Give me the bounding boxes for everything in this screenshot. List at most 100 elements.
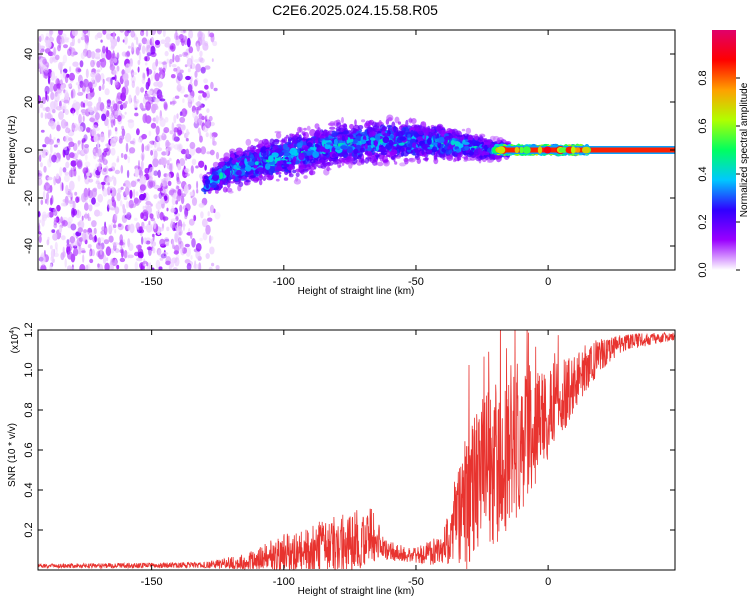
spectrogram-noise-blob xyxy=(80,109,87,114)
spectrogram-noise-blob xyxy=(61,220,68,227)
spectrogram-band-blob xyxy=(446,155,454,161)
spectrogram-band-blob xyxy=(346,146,353,153)
spectrogram-noise-blob xyxy=(157,81,163,88)
spectrogram-noise-blob xyxy=(144,205,150,209)
spectrogram-noise-blob xyxy=(143,237,147,245)
spectrogram-noise-blob xyxy=(155,115,159,124)
spectrogram-noise-blob xyxy=(134,168,139,178)
spectrogram-noise-blob xyxy=(177,225,182,231)
spectrogram-noise-blob xyxy=(198,113,203,120)
spectrogram-band-blob xyxy=(420,121,425,125)
spectrogram-noise-blob xyxy=(99,102,105,112)
colorbar-tick-label: 0.6 xyxy=(697,118,709,133)
spectrogram-noise-blob xyxy=(164,50,169,57)
spectrogram-noise-blob xyxy=(152,117,157,122)
spectrogram-band-blob xyxy=(457,154,460,162)
spectrogram-noise-blob xyxy=(191,238,196,248)
spectrogram-noise-blob xyxy=(117,155,120,163)
spectrogram-noise-blob xyxy=(106,105,111,109)
spectrogram-noise-blob xyxy=(140,212,144,220)
spectrogram-noise-blob xyxy=(185,128,189,138)
spectrogram-band-blob xyxy=(287,144,291,148)
spectrogram-band-blob xyxy=(302,133,306,137)
spectrogram-noise-blob xyxy=(129,189,133,199)
spectrogram-noise-blob xyxy=(101,113,107,122)
spectrogram-noise-blob xyxy=(38,219,42,224)
spectrogram-noise-blob xyxy=(200,211,204,219)
spectrogram-noise-blob xyxy=(77,249,82,255)
spectrogram-band-blob xyxy=(249,175,256,179)
spectrogram-noise-blob xyxy=(102,30,107,35)
spectrogram-noise-blob xyxy=(50,91,55,101)
spectrogram-noise-blob xyxy=(180,195,185,205)
spectrogram-noise-blob xyxy=(49,101,56,110)
spectrogram-noise-blob xyxy=(93,227,97,235)
spectrogram-band-blob xyxy=(247,161,255,166)
spectrogram-noise-blob xyxy=(38,170,43,180)
carrier-blob xyxy=(558,147,569,153)
spectrogram-band-blob xyxy=(259,179,263,186)
spectrogram-noise-blob xyxy=(152,233,155,242)
spectrogram-noise-blob xyxy=(38,235,42,244)
spectrogram-band-blob xyxy=(343,154,348,158)
spectrogram-band-blob xyxy=(456,148,461,153)
spectrogram-noise-blob xyxy=(109,207,116,211)
spectrogram-band-blob xyxy=(349,123,354,130)
spectrogram-band-blob xyxy=(465,150,470,153)
spectrogram-noise-blob xyxy=(161,178,164,185)
spectrogram-noise-blob xyxy=(104,88,110,96)
spectrogram-noise-blob xyxy=(95,152,99,158)
spectrogram-noise-blob xyxy=(85,127,91,133)
spectrogram-noise-blob xyxy=(119,239,124,246)
spectrogram-noise-blob xyxy=(91,220,97,228)
spectrogram-noise-blob xyxy=(158,192,163,200)
spectrogram-noise-blob xyxy=(112,218,115,223)
spectrogram-band-blob xyxy=(203,175,208,180)
spectrogram-noise-blob xyxy=(97,158,103,163)
spectrogram-noise-blob xyxy=(81,149,88,155)
spectrogram-band-blob xyxy=(250,149,254,153)
spectrogram-noise-blob xyxy=(87,106,94,113)
spectrogram-noise-blob xyxy=(202,232,208,241)
spectrogram-noise-blob xyxy=(96,101,103,111)
spectrogram-noise-blob xyxy=(70,223,77,231)
colorbar-label: Normalized spectral amplitude xyxy=(739,82,750,217)
spectrogram-band-blob xyxy=(274,130,282,134)
spectrogram-noise-blob xyxy=(200,146,207,155)
spectrogram-noise-blob xyxy=(169,101,173,105)
spectrogram-noise-blob xyxy=(147,94,151,101)
spectrogram-noise-blob xyxy=(124,51,131,58)
spectrogram-noise-blob xyxy=(39,162,43,168)
spectrogram-band-blob xyxy=(349,138,354,143)
spectrogram-noise-blob xyxy=(113,103,118,111)
spectrogram-band-blob xyxy=(413,147,419,153)
spectrogram-noise-blob xyxy=(96,60,101,68)
spectrogram-noise-blob xyxy=(77,175,81,182)
spectrogram-noise-blob xyxy=(176,123,182,128)
spectrogram-band-blob xyxy=(332,153,337,158)
spectrogram-noise-blob xyxy=(184,214,188,220)
spectrogram-noise-blob xyxy=(164,116,169,123)
spectrogram-noise-blob xyxy=(58,30,63,36)
spectrogram-noise-blob xyxy=(45,106,51,113)
spectrogram-noise-blob xyxy=(170,208,176,213)
spectrogram-band-blob xyxy=(408,158,414,161)
spectrogram-noise-blob xyxy=(114,206,120,215)
spectrogram-noise-blob xyxy=(116,52,120,60)
spectrogram-noise-blob xyxy=(99,133,105,143)
spectrogram-noise-blob xyxy=(210,236,214,241)
snr-x-tick-label: -150 xyxy=(141,576,163,588)
spectrogram-band-blob xyxy=(394,139,398,144)
spectrogram-noise-blob xyxy=(53,84,58,92)
spectrogram-noise-blob xyxy=(81,141,84,151)
spectrogram-noise-blob xyxy=(60,252,65,261)
spectrogram-noise-blob xyxy=(125,211,131,219)
spectrogram-band-blob xyxy=(361,119,366,123)
spectrogram-noise-blob xyxy=(208,266,213,270)
spectrogram-noise-blob xyxy=(165,260,171,266)
spectrogram-noise-blob xyxy=(65,127,71,134)
spectrogram-band-blob xyxy=(482,151,490,156)
chart-title: C2E6.2025.024.15.58.R05 xyxy=(272,2,438,18)
snr-y-tick-label: 0.8 xyxy=(23,402,35,417)
spectrogram-noise-blob xyxy=(201,218,208,228)
